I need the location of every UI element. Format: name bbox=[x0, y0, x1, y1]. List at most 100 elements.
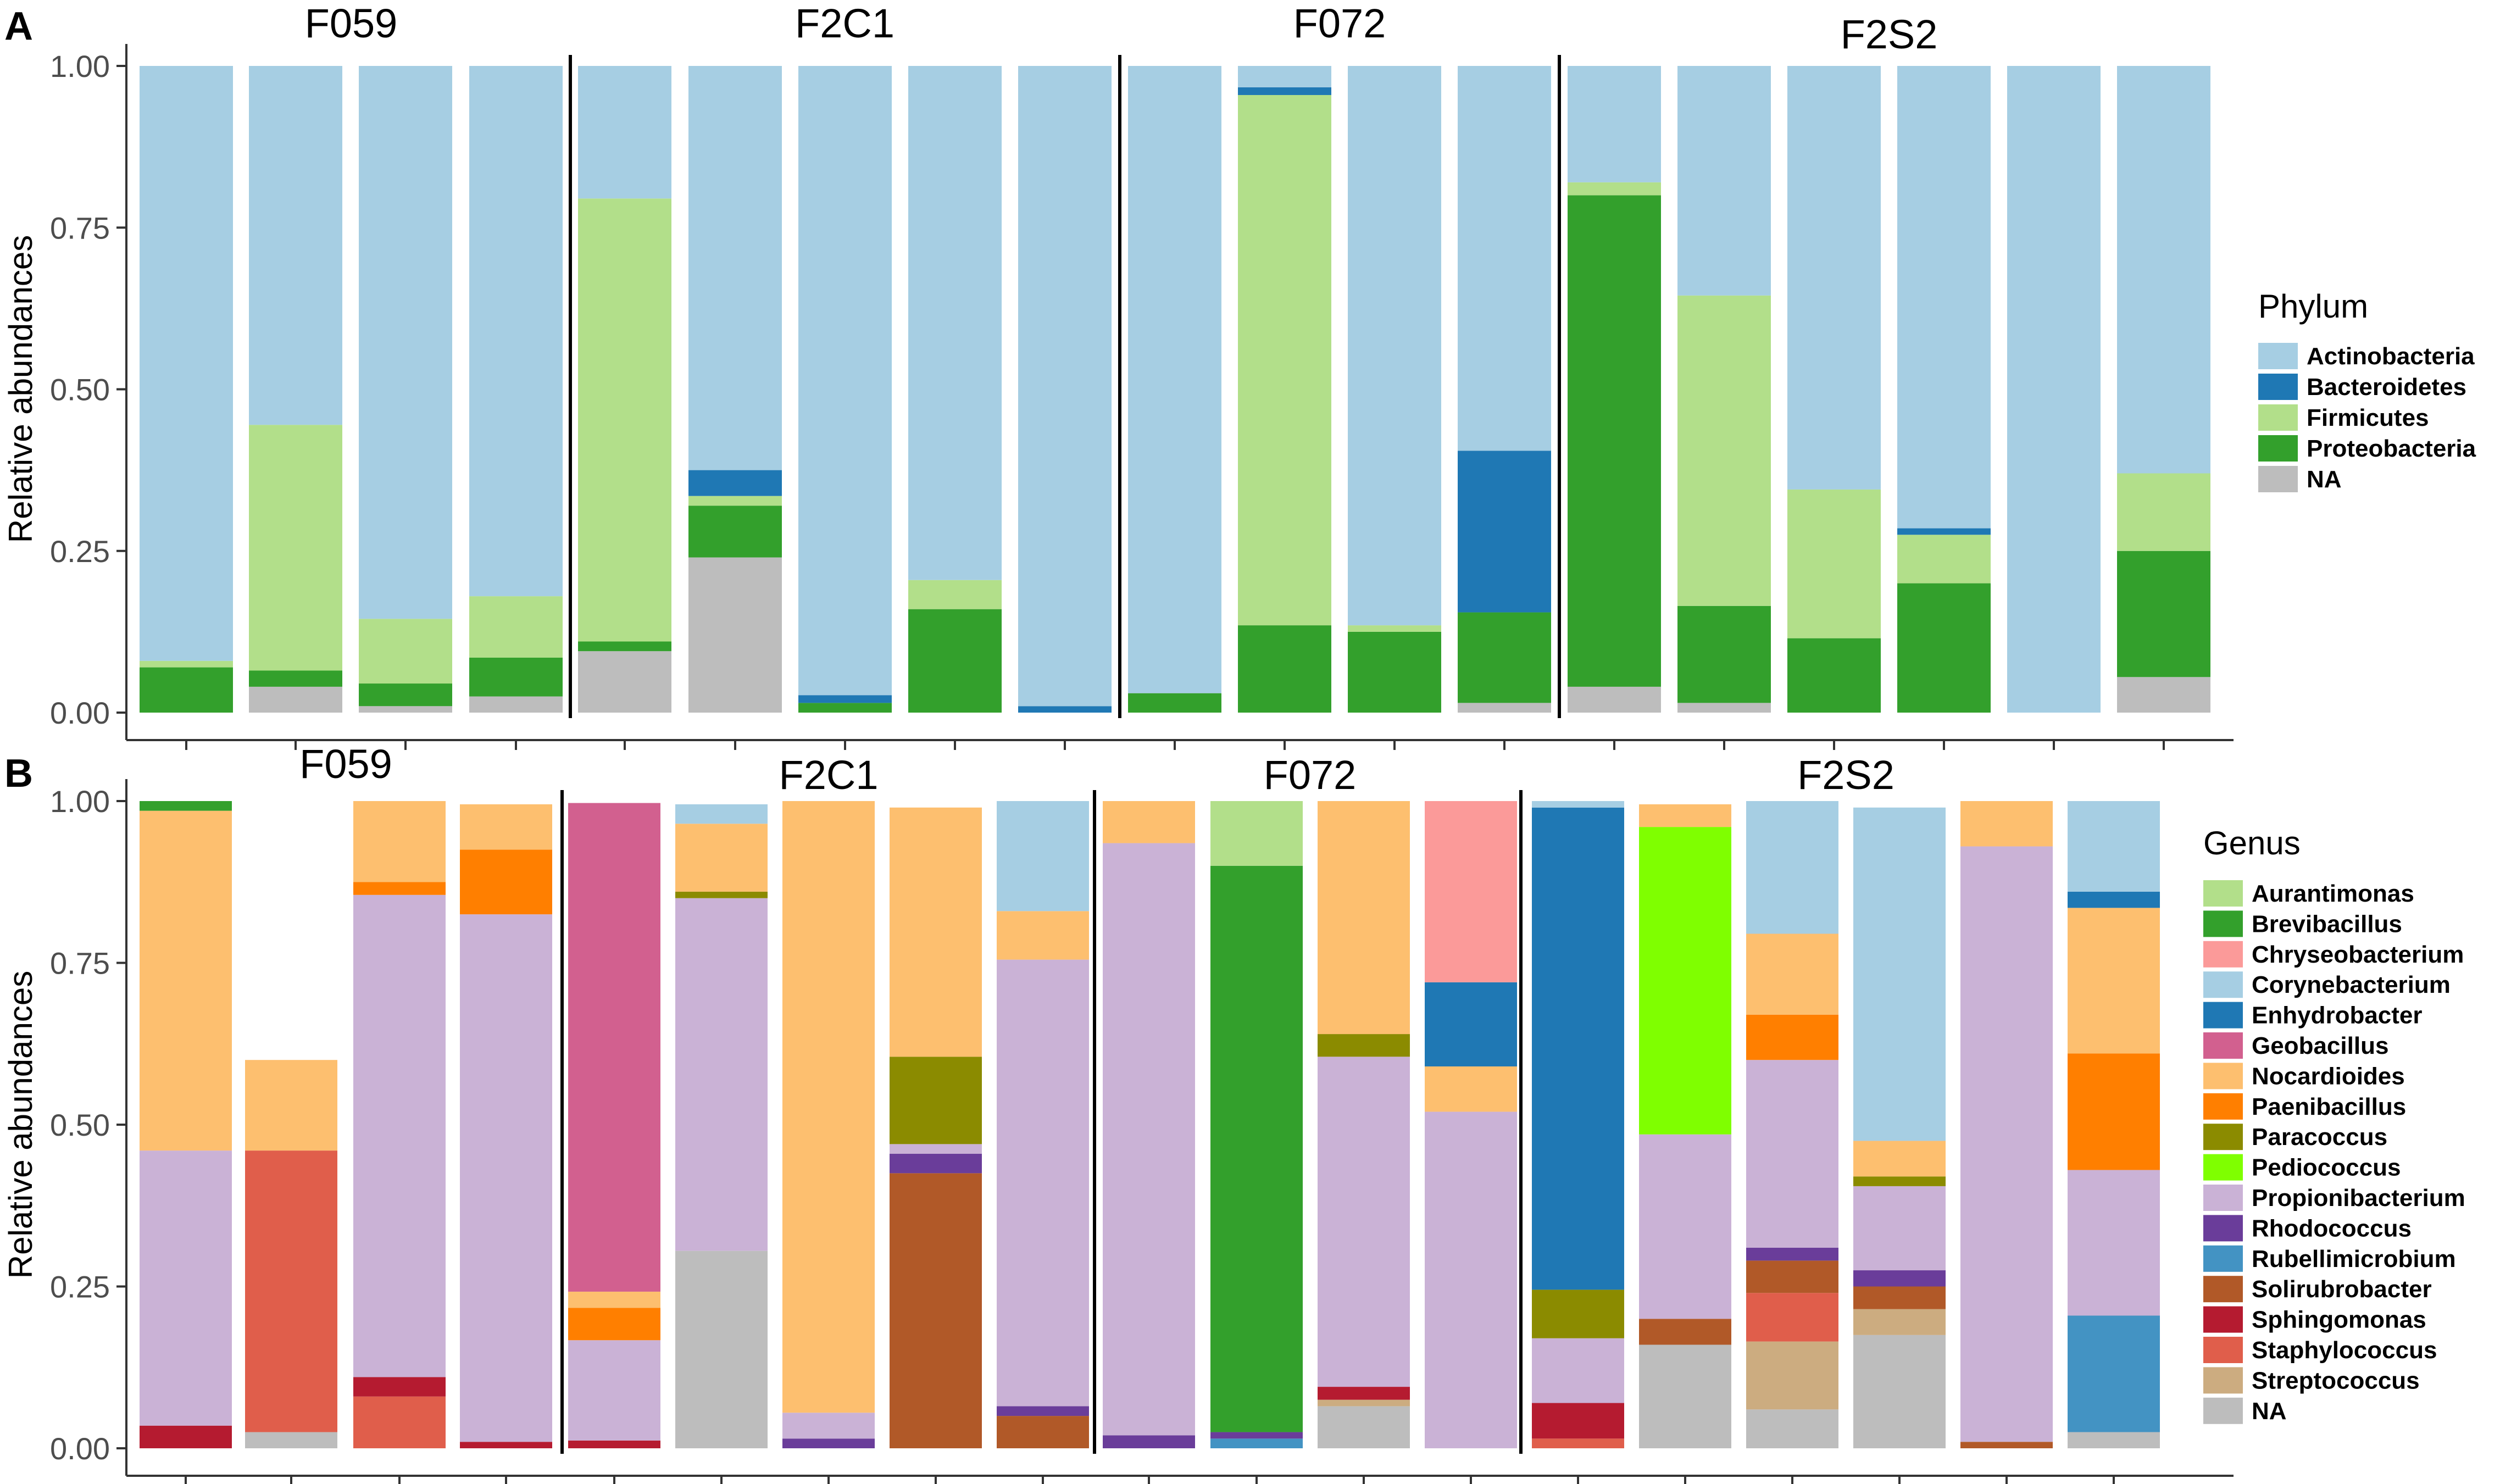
y-tick-label: 0.50 bbox=[50, 373, 110, 407]
bar-segment-paracoccus: F072-3 – Paracoccus: 0.035 bbox=[1318, 1034, 1410, 1057]
bar-segment-firmicutes: F2S2-2 – Firmicutes: 0.48 bbox=[1677, 295, 1771, 606]
panel-b-genus-chart: 0.00 0.25 0.50 0.75 1.00 Relative abundances F… bbox=[2, 741, 2465, 1484]
bar-segment-proteobacteria: F2C1-4 – Proteobacteria: 0.16 bbox=[908, 609, 1002, 713]
bar-segment-propionibacterium: F059-4 – Propionibacterium: 0.815 bbox=[460, 914, 552, 1442]
bar-segment-propionibacterium: F059-1 – Propionibacterium: 0.425 bbox=[140, 1150, 232, 1426]
bar-segment-sphingomonas: F2C1-1 – Sphingomonas: 0.012 bbox=[568, 1440, 660, 1448]
bar-segment-corynebacterium: F2C1-2 – Corynebacterium: 0.03 bbox=[675, 804, 768, 824]
bar-segment-firmicutes: F2C1-2 – Firmicutes: 0.015 bbox=[688, 496, 782, 506]
bar-segment-paenibacillus: F2S2-3 – Paenibacillus: 0.07 bbox=[1746, 1014, 1838, 1060]
bar-segment-solirubrobacter: F2C1-5 – Solirubrobacter: 0.05 bbox=[997, 1416, 1089, 1448]
bar-segment-actinobacteria: F059-3 – Actinobacteria: 0.855 bbox=[359, 66, 452, 619]
bar-segment-actinobacteria: F059-1 – Actinobacteria: 0.92 bbox=[140, 66, 233, 661]
legend-swatch bbox=[2203, 941, 2243, 968]
bar-segment-proteobacteria: F2C1-3 – Proteobacteria: 0.015 bbox=[798, 703, 892, 713]
bar-segment-paenibacillus: F2C1-1 – Paenibacillus: 0.05 bbox=[568, 1308, 660, 1341]
bar-segment-propionibacterium: F2C1-3 – Propionibacterium: 0.04 bbox=[782, 1413, 875, 1439]
legend-swatch bbox=[2203, 1215, 2243, 1242]
bar-segment-nocardioides: F2C1-1 – Nocardioides: 0.025 bbox=[568, 1291, 660, 1308]
bar-segment-paenibacillus: F2S2-6 – Paenibacillus: 0.18 bbox=[2068, 1053, 2160, 1170]
legend-label: Nocardioides bbox=[2252, 1063, 2405, 1090]
y-tick-label: 0.25 bbox=[50, 534, 110, 569]
bar-segment-proteobacteria: F072-4 – Proteobacteria: 0.14 bbox=[1458, 612, 1551, 703]
bar-segment-streptococcus: F2S2-3 – Streptococcus: 0.105 bbox=[1746, 1341, 1838, 1410]
bar-segment-enhydrobacter: F2S2-1 – Enhydrobacter: 0.745 bbox=[1532, 807, 1624, 1290]
bar-segment-propionibacterium: F2S2-4 – Propionibacterium: 0.13 bbox=[1853, 1186, 1946, 1271]
bar-segment-corynebacterium: F2S2-6 – Corynebacterium: 0.14 bbox=[2068, 801, 2160, 892]
group-label-f2s2: F2S2 bbox=[1841, 12, 1938, 57]
legend-label: Bacteroidetes bbox=[2307, 374, 2466, 401]
bar-segment-firmicutes: F2S2-3 – Firmicutes: 0.23 bbox=[1787, 489, 1881, 638]
legend-swatch bbox=[2203, 971, 2243, 998]
bar-segment-firmicutes: F2S2-1 – Firmicutes: 0.02 bbox=[1568, 182, 1661, 196]
bar-segment-actinobacteria: F2C1-5 – Actinobacteria: 0.99 bbox=[1018, 66, 1112, 707]
legend-swatch bbox=[2203, 1397, 2243, 1424]
bar-segment-na: F2C1-2 – NA: 0.24 bbox=[688, 557, 782, 713]
bar-segment-paenibacillus: F059-4 – Paenibacillus: 0.1 bbox=[460, 849, 552, 915]
bar-segment-paenibacillus: F059-3 – Paenibacillus: 0.02 bbox=[353, 882, 446, 895]
bar-segment-proteobacteria: F059-4 – Proteobacteria: 0.06 bbox=[469, 657, 563, 697]
y-tick-label: 0.25 bbox=[50, 1270, 110, 1304]
bar-segment-proteobacteria: F072-3 – Proteobacteria: 0.125 bbox=[1348, 631, 1441, 713]
bar-segment-paracoccus: F2S2-1 – Paracoccus: 0.075 bbox=[1532, 1290, 1624, 1338]
group-label-f059: F059 bbox=[299, 741, 392, 787]
legend-swatch bbox=[2203, 1032, 2243, 1059]
legend-swatch bbox=[2203, 1154, 2243, 1181]
bar-segment-nocardioides: F2C1-4 – Nocardioides: 0.385 bbox=[890, 807, 982, 1057]
bar-segment-rubellimicrobium: F2S2-6 – Rubellimicrobium: 0.18 bbox=[2068, 1315, 2160, 1432]
bar-segment-propionibacterium: F2C1-4 – Propionibacterium: 0.015 bbox=[890, 1144, 982, 1154]
bar-segment-proteobacteria: F059-3 – Proteobacteria: 0.035 bbox=[359, 683, 452, 707]
bar-segment-bacteroidetes: F2C1-2 – Bacteroidetes: 0.04 bbox=[688, 470, 782, 496]
bar-segment-solirubrobacter: F2S2-4 – Solirubrobacter: 0.035 bbox=[1853, 1286, 1946, 1309]
bar-segment-firmicutes: F2S2-6 – Firmicutes: 0.12 bbox=[2117, 473, 2210, 551]
bar-segment-nocardioides: F059-1 – Nocardioides: 0.525 bbox=[140, 810, 232, 1151]
bar-segment-proteobacteria: F2S2-3 – Proteobacteria: 0.115 bbox=[1787, 638, 1881, 713]
bar-segment-actinobacteria: F2C1-1 – Actinobacteria: 0.205 bbox=[578, 66, 671, 199]
bar-segment-na: F2S2-4 – NA: 0.175 bbox=[1853, 1335, 1946, 1448]
bar-segment-aurantimonas: F072-2 – Aurantimonas: 0.1 bbox=[1210, 801, 1303, 866]
legend-swatch bbox=[2258, 404, 2298, 431]
bar-segment-actinobacteria: F2C1-4 – Actinobacteria: 0.795 bbox=[908, 66, 1002, 580]
bar-segment-na: F2S2-3 – NA: 0.06 bbox=[1746, 1409, 1838, 1448]
legend-label: Proteobacteria bbox=[2307, 435, 2476, 462]
legend-label: Corynebacterium bbox=[2252, 971, 2451, 998]
bar-segment-rhodococcus: F2C1-3 – Rhodococcus: 0.015 bbox=[782, 1438, 875, 1448]
bar-segment-firmicutes: F072-3 – Firmicutes: 0.01 bbox=[1348, 625, 1441, 632]
bar-segment-nocardioides: F2C1-3 – Nocardioides: 0.945 bbox=[782, 801, 875, 1413]
bar-segment-proteobacteria: F2S2-4 – Proteobacteria: 0.2 bbox=[1897, 583, 1991, 713]
y-tick-label: 0.75 bbox=[50, 210, 110, 245]
bar-segment-staphylococcus: F2S2-1 – Staphylococcus: 0.015 bbox=[1532, 1438, 1624, 1448]
bar-segment-paracoccus: F2C1-4 – Paracoccus: 0.135 bbox=[890, 1057, 982, 1144]
bar-segment-propionibacterium: F059-3 – Propionibacterium: 0.745 bbox=[353, 894, 446, 1377]
bar-segment-pediococcus: F2S2-2 – Pediococcus: 0.475 bbox=[1639, 827, 1731, 1135]
bar-segment-propionibacterium: F2S2-5 – Propionibacterium: 0.92 bbox=[1960, 846, 2053, 1442]
legend-label: Brevibacillus bbox=[2252, 910, 2402, 937]
bar-segment-na: F059-3 – NA: 0.01 bbox=[359, 706, 452, 713]
bar-segment-corynebacterium: F2C1-5 – Corynebacterium: 0.17 bbox=[997, 801, 1089, 911]
bar-segment-na: F2S2-6 – NA: 0.025 bbox=[2068, 1432, 2160, 1448]
bar-segment-na: F2C1-1 – NA: 0.095 bbox=[578, 651, 671, 713]
bar-segment-sphingomonas: F059-1 – Sphingomonas: 0.035 bbox=[140, 1425, 232, 1448]
bar-segment-rhodococcus: F2C1-5 – Rhodococcus: 0.015 bbox=[997, 1406, 1089, 1416]
bar-segment-solirubrobacter: F2S2-3 – Solirubrobacter: 0.05 bbox=[1746, 1260, 1838, 1293]
bar-segment-bacteroidetes: F2C1-3 – Bacteroidetes: 0.012 bbox=[798, 695, 892, 703]
y-axis-label: Relative abundances bbox=[2, 971, 39, 1279]
bar-segment-enhydrobacter: F072-4 – Enhydrobacter: 0.13 bbox=[1425, 982, 1517, 1066]
bar-segment-na: F2C1-2 – NA: 0.305 bbox=[675, 1250, 768, 1448]
legend-swatch bbox=[2203, 1093, 2243, 1120]
bar-segment-rhodococcus: F072-1 – Rhodococcus: 0.02 bbox=[1103, 1435, 1195, 1448]
group-label-f072: F072 bbox=[1264, 752, 1357, 798]
legend-label: Propionibacterium bbox=[2252, 1185, 2465, 1211]
bar-segment-actinobacteria: F2S2-2 – Actinobacteria: 0.355 bbox=[1677, 66, 1771, 296]
bar-segment-firmicutes: F2C1-1 – Firmicutes: 0.685 bbox=[578, 198, 671, 642]
legend-swatch bbox=[2203, 1185, 2243, 1211]
bar-segment-corynebacterium: F2S2-3 – Corynebacterium: 0.205 bbox=[1746, 801, 1838, 934]
bar-segment-bacteroidetes: F2C1-5 – Bacteroidetes: 0.01 bbox=[1018, 706, 1112, 713]
panel-a-phylum-chart: 0.00 0.25 0.50 0.75 1.00 Relative abundances F… bbox=[2, 1, 2476, 750]
legend-swatch bbox=[2258, 343, 2298, 369]
group-label-f072: F072 bbox=[1293, 1, 1386, 46]
bar-segment-actinobacteria: F2S2-5 – Actinobacteria: 1 bbox=[2007, 66, 2101, 713]
bar-segment-propionibacterium: F072-4 – Propionibacterium: 0.52 bbox=[1425, 1111, 1517, 1448]
bar-segment-enhydrobacter: F2S2-6 – Enhydrobacter: 0.025 bbox=[2068, 891, 2160, 908]
legend-swatch bbox=[2203, 880, 2243, 907]
